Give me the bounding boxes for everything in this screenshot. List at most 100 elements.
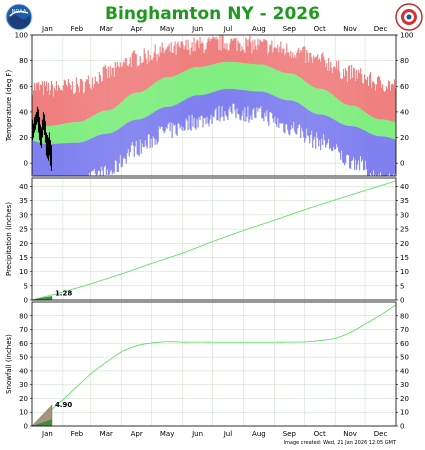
- record-low-bar: [105, 133, 107, 175]
- record-low-bar: [375, 135, 378, 176]
- record-high-bar: [137, 65, 139, 93]
- normal-range-bar: [382, 119, 385, 137]
- normal-range-bar: [280, 71, 282, 99]
- record-low-bar: [393, 139, 396, 176]
- normal-range-bar: [75, 122, 77, 143]
- record-low-bar: [208, 93, 210, 127]
- record-high-bar: [80, 78, 82, 122]
- normal-range-bar: [174, 75, 176, 106]
- normal-range-bar: [130, 94, 132, 121]
- normal-range-bar: [319, 88, 321, 115]
- record-low-bar: [260, 91, 262, 107]
- record-low-bar: [192, 95, 194, 127]
- record-low-bar: [223, 89, 225, 121]
- record-low-bar: [293, 100, 295, 122]
- normal-range-bar: [37, 124, 40, 143]
- normal-range-bar: [69, 122, 71, 143]
- normal-range-bar: [127, 96, 129, 123]
- record-high-bar: [159, 46, 161, 80]
- record-low-bar: [370, 133, 373, 175]
- record-high-bar: [88, 83, 90, 119]
- record-low-bar: [205, 94, 207, 125]
- normal-range-bar: [199, 66, 201, 96]
- record-high-bar: [130, 67, 132, 95]
- record-low-bar: [310, 111, 312, 135]
- record-high-bar: [379, 80, 382, 120]
- record-high-bar: [267, 54, 269, 67]
- record-low-bar: [80, 142, 82, 176]
- record-high-bar: [107, 66, 109, 111]
- record-low-bar: [70, 142, 72, 176]
- record-high-bar: [277, 45, 279, 71]
- snow-month-label: Dec: [374, 430, 388, 438]
- record-high-bar: [101, 80, 103, 112]
- record-high-bar: [144, 53, 146, 91]
- record-high-bar: [67, 78, 69, 123]
- normal-range-bar: [116, 105, 118, 130]
- record-high-bar: [392, 84, 395, 122]
- record-low-bar: [142, 118, 144, 148]
- normal-range-bar: [223, 62, 225, 90]
- record-low-bar: [386, 137, 389, 176]
- record-high-bar: [188, 49, 190, 70]
- normal-range-bar: [173, 76, 175, 106]
- snow-ytick-left: 70: [19, 326, 28, 334]
- record-low-bar: [367, 132, 369, 176]
- record-low-bar: [269, 93, 271, 113]
- snow-ytick-left: 0: [24, 423, 28, 431]
- record-high-bar: [147, 50, 149, 89]
- record-low-bar: [246, 90, 248, 117]
- precip-ytick-left: 15: [19, 254, 28, 262]
- normal-range-bar: [99, 111, 101, 135]
- normal-range-bar: [241, 62, 243, 90]
- record-low-bar: [388, 137, 391, 174]
- normal-range-bar: [323, 89, 325, 115]
- record-high-bar: [131, 53, 133, 94]
- precip-ytick-right: 30: [400, 211, 409, 219]
- record-high-bar: [87, 75, 89, 119]
- normal-range-bar: [95, 113, 97, 137]
- record-high-bar: [206, 42, 208, 67]
- normal-range-bar: [65, 123, 67, 144]
- record-high-bar: [252, 40, 254, 65]
- record-high-bar: [146, 64, 148, 89]
- record-low-bar: [320, 114, 322, 150]
- normal-range-bar: [299, 77, 301, 104]
- normal-range-bar: [147, 88, 149, 116]
- record-high-bar: [287, 52, 289, 74]
- record-low-bar: [175, 104, 177, 134]
- record-low-bar: [272, 95, 274, 119]
- normal-range-bar: [293, 74, 295, 101]
- record-high-bar: [64, 80, 66, 124]
- normal-range-bar: [324, 89, 326, 116]
- record-low-bar: [162, 107, 164, 131]
- normal-range-bar: [133, 93, 135, 120]
- normal-range-bar: [314, 87, 316, 114]
- record-high-bar: [117, 66, 119, 106]
- record-low-bar: [63, 143, 65, 176]
- record-high-bar: [35, 82, 38, 125]
- normal-range-bar: [279, 71, 281, 99]
- record-low-bar: [170, 106, 172, 123]
- record-low-bar: [299, 103, 301, 125]
- normal-range-bar: [108, 110, 110, 134]
- normal-range-bar: [375, 118, 378, 136]
- record-low-bar: [93, 137, 95, 169]
- precip-ytick-left: 25: [19, 226, 28, 234]
- record-high-bar: [167, 46, 169, 78]
- normal-range-bar: [270, 67, 272, 95]
- record-high-bar: [278, 52, 280, 71]
- record-low-bar: [294, 101, 296, 132]
- record-high-bar: [54, 89, 57, 126]
- normal-range-bar: [113, 108, 115, 132]
- record-low-bar: [64, 143, 66, 176]
- record-high-bar: [213, 38, 215, 65]
- record-high-bar: [296, 52, 298, 76]
- normal-range-bar: [264, 65, 266, 93]
- record-low-bar: [90, 138, 92, 172]
- normal-range-bar: [82, 121, 84, 142]
- record-low-bar: [86, 140, 88, 176]
- record-low-bar: [156, 110, 158, 145]
- normal-range-bar: [232, 62, 234, 89]
- record-high-bar: [220, 50, 222, 63]
